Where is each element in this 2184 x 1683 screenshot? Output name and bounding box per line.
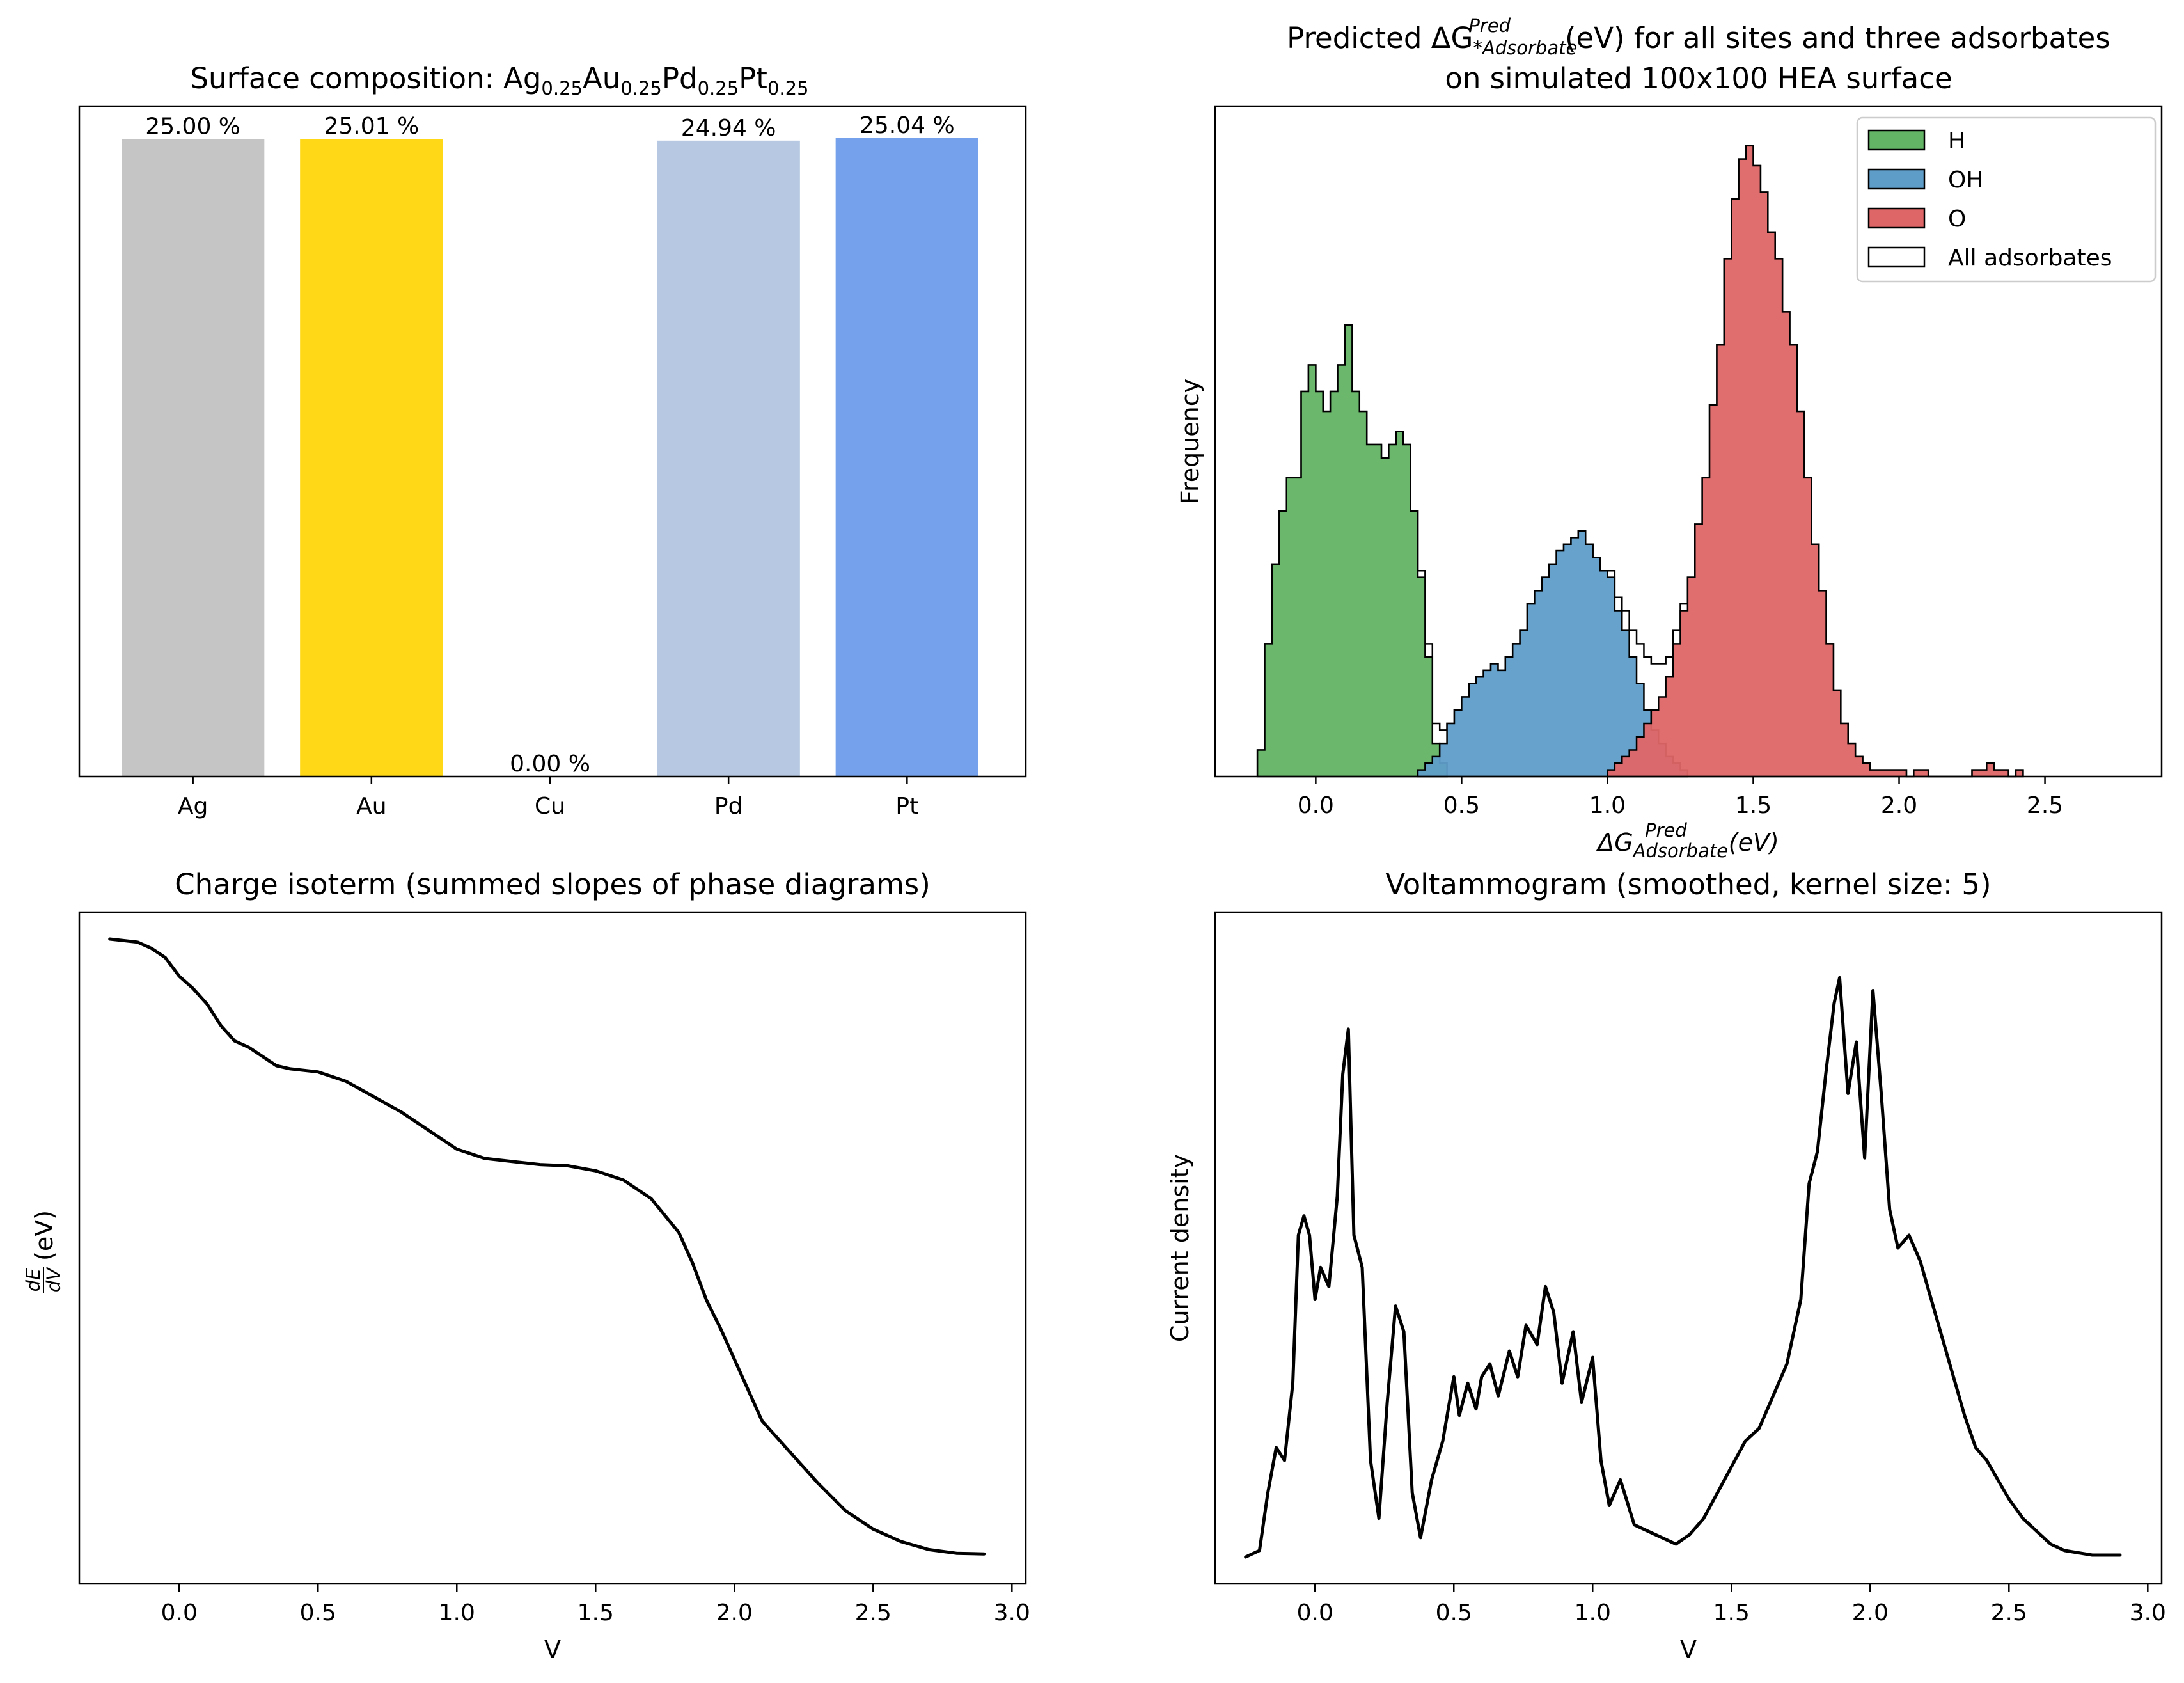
isotherm-x-axis-label: V (544, 1636, 561, 1664)
bar-value-label: 24.94 % (681, 115, 776, 141)
voltammogram-y-axis-label: Current density (1166, 1154, 1194, 1342)
voltammogram-axes-frame (1214, 911, 2163, 1585)
x-tick-label: 1.5 (577, 1600, 614, 1626)
legend-swatch-all (1867, 246, 1926, 268)
legend-label-oh: OH (1948, 167, 1983, 193)
voltammogram-x-ticks: 0.0 0.5 1.0 1.5 2.0 2.5 3.0 (1297, 1584, 2166, 1626)
x-tick-label: 0.5 (1443, 793, 1480, 819)
bar-value-label: 25.01 % (324, 113, 419, 139)
x-tick-label: 2.5 (2027, 793, 2063, 819)
dedv-denominator: dV (43, 1267, 65, 1292)
x-tick-label: 2.0 (1852, 1600, 1889, 1626)
x-tick-label: Pt (895, 793, 918, 819)
histogram-bars (1256, 145, 2024, 778)
histogram-axes-frame (1214, 105, 2163, 778)
bar-value-label: 0.00 % (510, 751, 590, 777)
isotherm-axes-frame (78, 911, 1027, 1585)
x-tick-label: Ag (178, 793, 208, 819)
composition-bar-panel: Surface composition: Ag0.25Au0.25Pd0.25P… (78, 61, 1027, 819)
x-tick-label: 2.5 (855, 1600, 892, 1626)
x-tick-label: 0.5 (1436, 1600, 1472, 1626)
x-tick-label: 1.5 (1735, 793, 1772, 819)
legend-swatch-oh (1867, 168, 1926, 190)
histogram-legend: H OH O All adsorbates (1856, 116, 2157, 283)
bar-pd (657, 140, 800, 777)
x-tick-label: 2.5 (1991, 1600, 2027, 1626)
bar-value-label: 25.04 % (860, 113, 955, 139)
legend-frame (1856, 116, 2157, 283)
histogram-y-axis-label: Frequency (1176, 379, 1204, 504)
x-tick-label: Au (356, 793, 386, 819)
x-tick-label: 1.5 (1713, 1600, 1750, 1626)
legend-label-h: H (1948, 128, 1965, 154)
histogram-x-ticks: 0.0 0.5 1.0 1.5 2.0 2.5 (1298, 777, 2063, 819)
isotherm-title: Charge isoterm (summed slopes of phase d… (175, 867, 931, 901)
histogram-x-axis-label: ΔGAdsorbatePred (eV) (1596, 819, 1779, 862)
hist-series-h (1256, 324, 1448, 778)
x-tick-label: 0.0 (1298, 793, 1334, 819)
legend-label-o: O (1948, 206, 1966, 232)
hist-series-oh (1417, 530, 1689, 778)
charge-isotherm-panel: Charge isoterm (summed slopes of phase d… (22, 867, 1030, 1664)
voltammogram-title: Voltammogram (smoothed, kernel size: 5) (1385, 867, 1991, 901)
voltammogram-x-axis-label: V (1680, 1636, 1697, 1664)
histogram-title-line-2: on simulated 100x100 HEA surface (1445, 61, 1952, 95)
x-tick-label: 0.0 (161, 1600, 198, 1626)
composition-chart-title: Surface composition: Ag0.25Au0.25Pd0.25P… (190, 61, 808, 99)
histogram-title-line-1: Predicted ΔG*AdsorbatePred (eV) for all s… (1287, 15, 2110, 59)
x-tick-label: 0.0 (1297, 1600, 1333, 1626)
isotherm-line (108, 937, 986, 1556)
x-tick-label: Pd (714, 793, 743, 819)
legend-swatch-h (1867, 129, 1926, 151)
x-tick-label: 2.0 (1881, 793, 1917, 819)
x-tick-label: 0.5 (300, 1600, 336, 1626)
x-tick-label: 1.0 (1589, 793, 1626, 819)
x-tick-label: 2.0 (716, 1600, 753, 1626)
x-tick-label: 3.0 (2130, 1600, 2166, 1626)
legend-swatch-o (1867, 207, 1926, 229)
legend-label-all: All adsorbates (1948, 245, 2112, 271)
bar-pt (835, 138, 978, 777)
bar-ag (122, 139, 265, 777)
isotherm-x-ticks: 0.0 0.5 1.0 1.5 2.0 2.5 3.0 (161, 1584, 1030, 1626)
series-line (1244, 976, 2122, 1559)
composition-bars: 25.00 % Ag 25.01 % Au 0.00 % Cu 24.94 % Pd 25.04… (122, 113, 978, 819)
voltammogram-line (1244, 976, 2122, 1559)
x-tick-label: 1.0 (1575, 1600, 1611, 1626)
series-line (108, 937, 986, 1556)
bar-value-label: 25.00 % (145, 113, 240, 139)
dedv-numerator: dE (22, 1268, 44, 1292)
isotherm-y-axis-label: dE dV (eV) (22, 1210, 65, 1293)
voltammogram-panel: Voltammogram (smoothed, kernel size: 5) … (1166, 867, 2166, 1664)
x-tick-label: Cu (535, 793, 565, 819)
adsorption-histogram-panel: Predicted ΔG*AdsorbatePred (eV) for all s… (1176, 15, 2163, 862)
composition-axes-frame (78, 105, 1027, 778)
dedv-unit: (eV) (30, 1210, 58, 1261)
x-tick-label: 3.0 (994, 1600, 1030, 1626)
bar-au (300, 139, 443, 777)
x-tick-label: 1.0 (439, 1600, 475, 1626)
